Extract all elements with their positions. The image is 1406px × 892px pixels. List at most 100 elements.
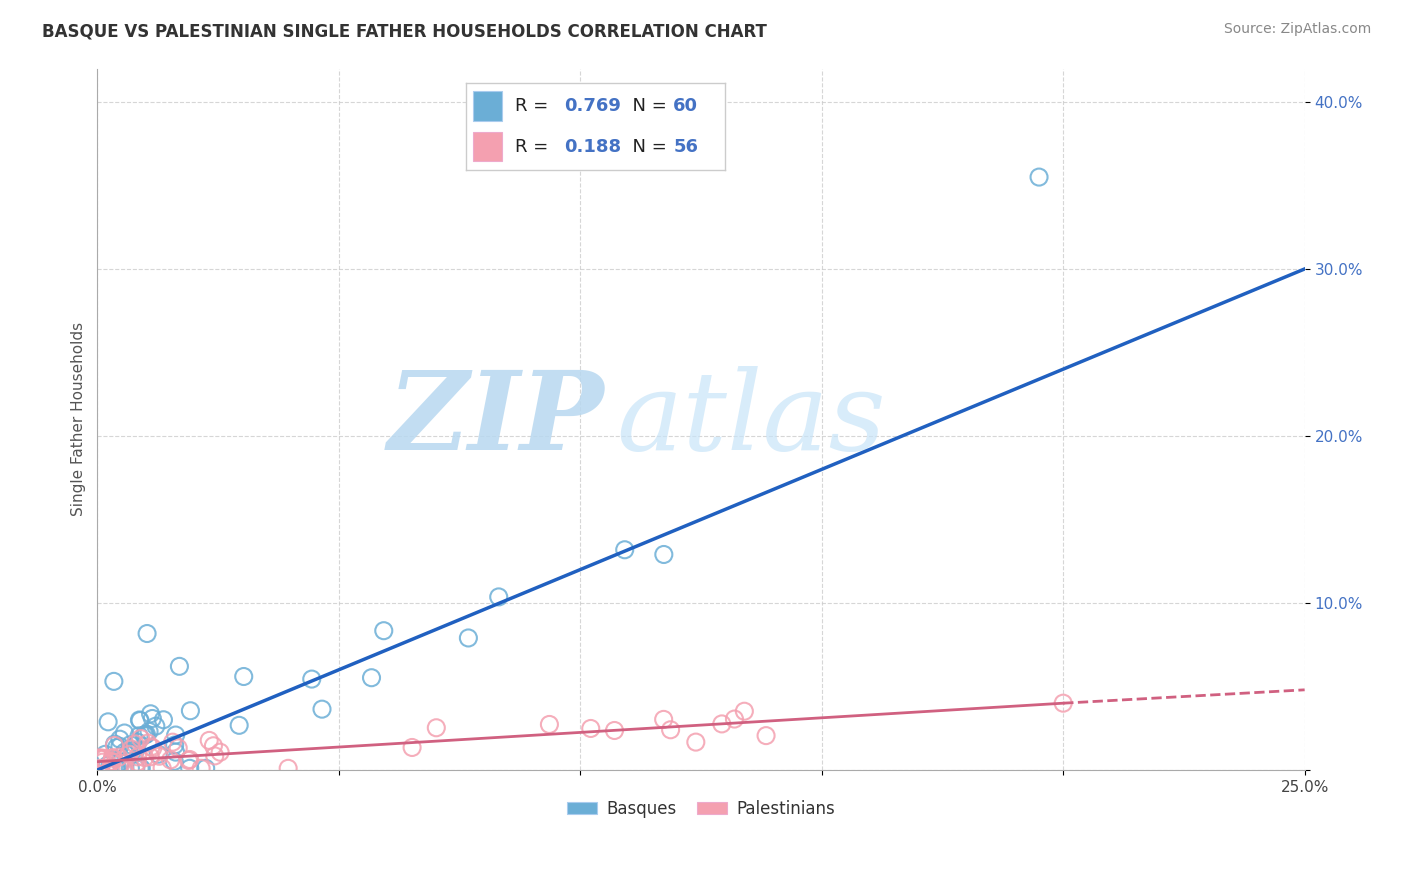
Point xyxy=(120,761,142,775)
Point xyxy=(194,761,217,775)
Point xyxy=(128,729,150,743)
Point xyxy=(163,755,186,769)
Point xyxy=(110,756,132,771)
Point xyxy=(148,747,170,762)
Point xyxy=(94,747,117,762)
Point xyxy=(167,741,190,756)
Point xyxy=(94,761,117,775)
Point xyxy=(190,761,212,775)
Point xyxy=(97,758,120,772)
Point xyxy=(141,711,163,725)
Point xyxy=(136,626,159,640)
Legend: Basques, Palestinians: Basques, Palestinians xyxy=(560,794,842,825)
Point xyxy=(457,631,479,645)
Point xyxy=(134,728,156,742)
Text: BASQUE VS PALESTINIAN SINGLE FATHER HOUSEHOLDS CORRELATION CHART: BASQUE VS PALESTINIAN SINGLE FATHER HOUS… xyxy=(42,22,768,40)
Point xyxy=(131,761,153,775)
Point xyxy=(97,714,120,729)
Point xyxy=(129,731,152,746)
Point xyxy=(120,738,142,752)
Point xyxy=(108,750,131,764)
Point xyxy=(112,761,135,775)
Point xyxy=(202,739,225,753)
Point xyxy=(91,755,114,769)
Point xyxy=(89,761,111,775)
Point xyxy=(152,713,174,727)
Point xyxy=(142,741,165,756)
Point xyxy=(103,739,125,753)
Point xyxy=(114,761,136,775)
Point xyxy=(652,548,675,562)
Point xyxy=(488,590,510,604)
Point xyxy=(101,751,124,765)
Point xyxy=(311,702,333,716)
Text: Source: ZipAtlas.com: Source: ZipAtlas.com xyxy=(1223,22,1371,37)
Point xyxy=(232,669,254,683)
Point xyxy=(613,542,636,557)
Point xyxy=(139,749,162,764)
Point xyxy=(104,761,127,775)
Point xyxy=(87,751,110,765)
Point xyxy=(93,751,115,765)
Point xyxy=(114,745,136,759)
Point xyxy=(603,723,626,738)
Text: atlas: atlas xyxy=(616,366,886,473)
Point xyxy=(136,736,159,750)
Point xyxy=(112,761,135,775)
Point xyxy=(127,756,149,770)
Point xyxy=(134,750,156,764)
Point xyxy=(1052,696,1074,710)
Point xyxy=(112,726,135,740)
Point xyxy=(105,740,128,755)
Point xyxy=(98,761,121,775)
Point xyxy=(101,750,124,764)
Point xyxy=(169,659,191,673)
Point xyxy=(159,753,181,767)
Point xyxy=(301,672,323,686)
Point xyxy=(100,755,122,769)
Point xyxy=(150,761,173,775)
Point xyxy=(165,728,187,742)
Point xyxy=(135,727,157,741)
Point xyxy=(112,761,135,775)
Point xyxy=(112,761,135,775)
Point xyxy=(204,748,226,763)
Point xyxy=(118,745,141,759)
Point xyxy=(209,745,232,759)
Point xyxy=(127,735,149,749)
Point xyxy=(105,761,128,775)
Point xyxy=(179,752,201,766)
Point xyxy=(163,738,186,752)
Point xyxy=(104,737,127,751)
Point xyxy=(108,739,131,754)
Point xyxy=(733,704,755,718)
Point xyxy=(118,747,141,762)
Point xyxy=(652,712,675,726)
Point xyxy=(139,706,162,721)
Point xyxy=(110,756,132,770)
Point xyxy=(129,761,152,775)
Point xyxy=(685,735,707,749)
Point xyxy=(89,751,111,765)
Point xyxy=(198,733,221,747)
Point xyxy=(538,717,561,731)
Y-axis label: Single Father Households: Single Father Households xyxy=(72,322,86,516)
Point xyxy=(100,761,122,775)
Point xyxy=(103,674,125,689)
Point xyxy=(165,745,187,759)
Point xyxy=(124,761,146,775)
Point xyxy=(360,671,382,685)
Point xyxy=(101,755,124,769)
Point xyxy=(127,749,149,764)
Point xyxy=(723,712,745,726)
Point xyxy=(108,732,131,747)
Point xyxy=(177,754,200,768)
Point xyxy=(579,722,602,736)
Point xyxy=(125,761,148,775)
Point xyxy=(145,719,167,733)
Point xyxy=(401,740,423,755)
Point xyxy=(162,735,184,749)
Point xyxy=(128,713,150,727)
Point xyxy=(425,721,447,735)
Point xyxy=(277,761,299,775)
